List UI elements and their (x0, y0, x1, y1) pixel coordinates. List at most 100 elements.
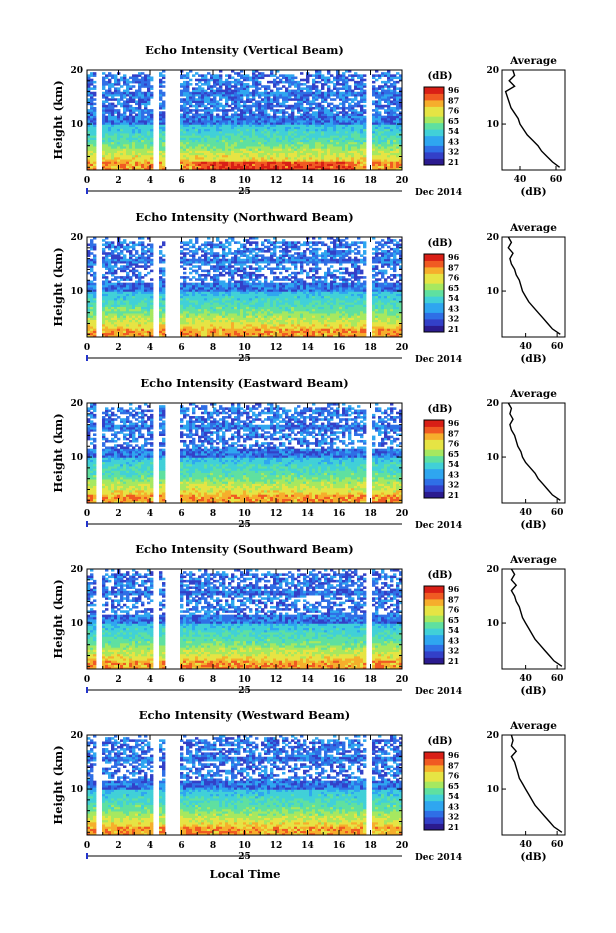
heatmap-cell (345, 111, 348, 114)
heatmap-cell (195, 72, 198, 75)
heatmap-cell (159, 267, 162, 270)
heatmap-cell (246, 83, 249, 86)
heatmap-cell (162, 92, 165, 95)
heatmap-cell (114, 98, 117, 101)
heatmap-cell (111, 278, 114, 281)
heatmap-cell (231, 77, 234, 80)
heatmap-cell (261, 105, 264, 108)
heatmap-cell (93, 272, 96, 275)
profile-frame (502, 70, 565, 170)
heatmap-cell (336, 105, 339, 108)
heatmap-cell (354, 103, 357, 106)
heatmap-cell (252, 90, 255, 93)
heatmap-cell (162, 254, 165, 257)
heatmap-cell (312, 111, 315, 114)
heatmap-cell (321, 92, 324, 95)
heatmap-cell (288, 105, 291, 108)
heatmap-cell (297, 81, 300, 84)
heatmap-cell (345, 77, 348, 80)
profile-x-label: (dB) (520, 186, 546, 198)
heatmap-cell (249, 105, 252, 108)
heatmap-cell (180, 98, 183, 101)
heatmap-cell (285, 105, 288, 108)
heatmap-cell (162, 74, 165, 77)
heatmap-cell (114, 109, 117, 112)
heatmap-cell (195, 265, 198, 268)
heatmap-cell (195, 87, 198, 90)
heatmap-cell (318, 103, 321, 106)
colorbar-tick-label: 32 (448, 147, 459, 157)
heatmap-cell (213, 90, 216, 93)
heatmap-cell (237, 87, 240, 90)
profile-y-tick-label: 20 (486, 66, 499, 76)
heatmap-cell (189, 246, 192, 249)
profile-x-tick-label: 60 (550, 175, 563, 185)
heatmap-cell (150, 259, 153, 262)
heatmap-cell (381, 105, 384, 108)
heatmap-cell (252, 111, 255, 114)
heatmap-cell (135, 257, 138, 260)
heatmap-cell (90, 87, 93, 90)
heatmap-cell (198, 113, 201, 116)
heatmap-cell (372, 113, 375, 116)
profile-title: Average (509, 55, 557, 67)
heatmap-cell (192, 265, 195, 268)
heatmap-cell (126, 283, 129, 286)
heatmap-cell (327, 85, 330, 88)
heatmap-cell (186, 259, 189, 262)
heatmap-cell (120, 77, 123, 80)
y-tick-label: 20 (70, 66, 83, 76)
y-tick-label: 10 (70, 120, 83, 130)
panel-title: Echo Intensity (Northward Beam) (135, 210, 353, 224)
colorbar-segment (424, 139, 444, 143)
heatmap-cell (192, 109, 195, 112)
heatmap-cell (120, 103, 123, 106)
heatmap-cell (288, 74, 291, 77)
heatmap-cell (144, 74, 147, 77)
heatmap-cell (225, 74, 228, 77)
heatmap-cell (363, 74, 366, 77)
heatmap-cell (114, 105, 117, 108)
heatmap-cell (363, 83, 366, 86)
heatmap-cell (291, 98, 294, 101)
heatmap-cell (198, 283, 201, 286)
heatmap-cell (201, 248, 204, 251)
x-tick-label: 12 (270, 176, 283, 186)
heatmap-cell (162, 111, 165, 114)
heatmap-cell (141, 77, 144, 80)
heatmap-cell (333, 83, 336, 86)
colorbar-tick-label: 76 (448, 106, 460, 116)
heatmap-cell (249, 77, 252, 80)
heatmap-cell (117, 280, 120, 283)
heatmap-cell (126, 259, 129, 262)
colorbar-segment (424, 120, 444, 124)
heatmap-cell (180, 283, 183, 286)
heatmap-cell (135, 113, 138, 116)
heatmap-cell (105, 276, 108, 279)
heatmap-cell (144, 274, 147, 277)
heatmap-cell (192, 270, 195, 273)
heatmap-cell (393, 74, 396, 77)
heatmap-cell (207, 107, 210, 110)
heatmap-cell (348, 74, 351, 77)
heatmap-cell (387, 85, 390, 88)
heatmap-cell (132, 85, 135, 88)
heatmap-cell (162, 100, 165, 103)
heatmap-cell (162, 278, 165, 281)
heatmap-cell (201, 270, 204, 273)
heatmap-cell (129, 270, 132, 273)
heatmap-cell (396, 72, 399, 75)
heatmap-cell (279, 103, 282, 106)
heatmap-cell (228, 116, 231, 119)
colorbar-segment (424, 133, 444, 137)
heatmap-cell (87, 98, 90, 101)
heatmap-cell (159, 103, 162, 106)
heatmap-cell (102, 280, 105, 283)
heatmap-cell (396, 87, 399, 90)
heatmap-cell (288, 90, 291, 93)
heatmap-cell (279, 79, 282, 82)
heatmap-cell (219, 109, 222, 112)
heatmap-cell (120, 241, 123, 244)
colorbar-segment (424, 110, 444, 114)
heatmap-cell (135, 90, 138, 93)
